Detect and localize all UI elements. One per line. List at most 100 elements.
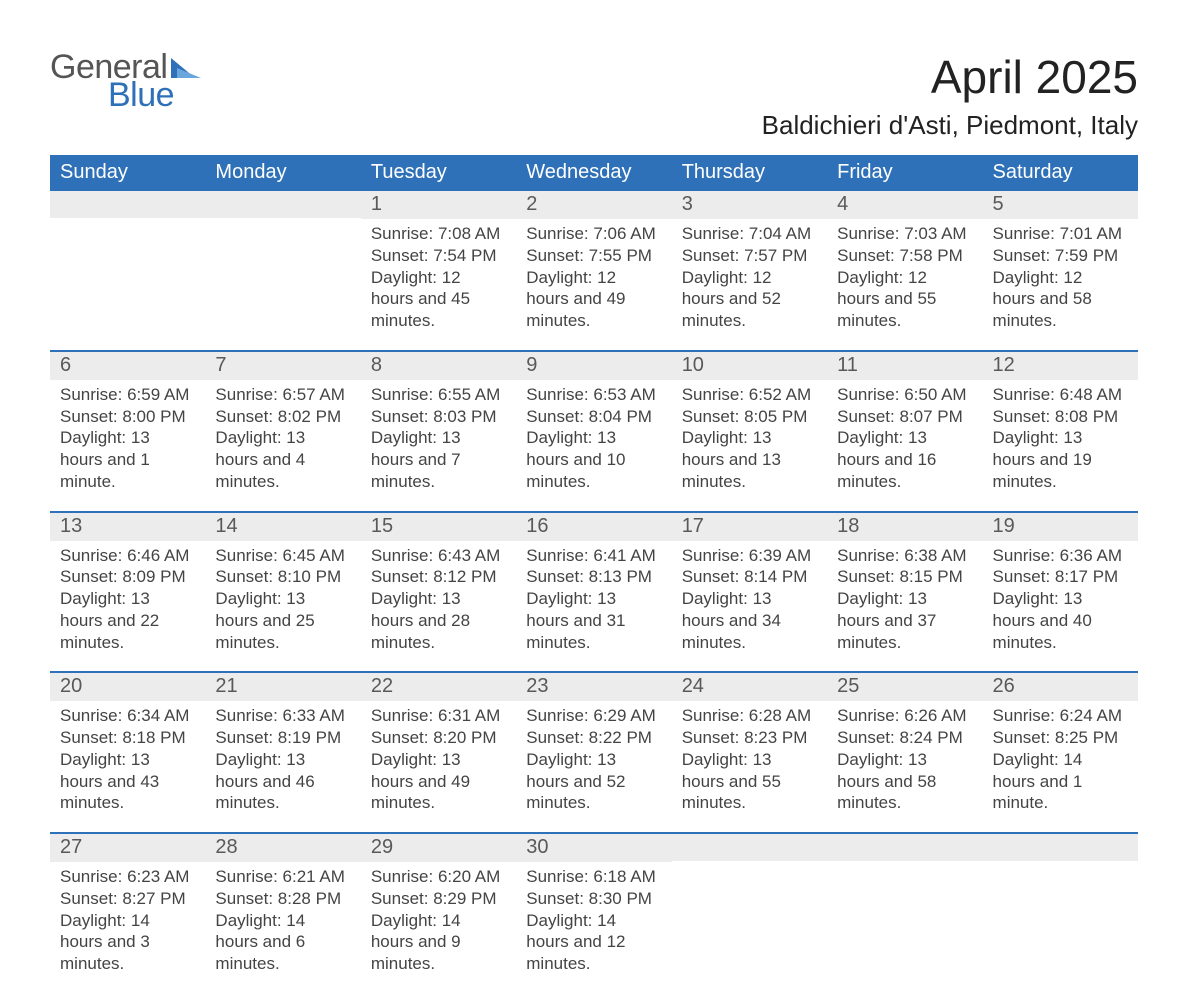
- sunset-label: Sunset:: [682, 407, 744, 426]
- day-number: 12: [983, 352, 1138, 380]
- daylight-label: Daylight:: [993, 428, 1064, 447]
- daylight-line: Daylight: 13 hours and 55 minutes.: [682, 749, 817, 814]
- sunrise-line: Sunrise: 6:53 AM: [526, 384, 661, 406]
- day-body: Sunrise: 6:26 AMSunset: 8:24 PMDaylight:…: [827, 701, 982, 814]
- sunrise-value: 6:38 AM: [904, 546, 966, 565]
- sunrise-value: 6:55 AM: [438, 385, 500, 404]
- day-body: Sunrise: 6:55 AMSunset: 8:03 PMDaylight:…: [361, 380, 516, 493]
- day-number: 5: [983, 191, 1138, 219]
- calendar-day: 8Sunrise: 6:55 AMSunset: 8:03 PMDaylight…: [361, 352, 516, 511]
- day-number: 20: [50, 673, 205, 701]
- sunset-line: Sunset: 8:05 PM: [682, 406, 817, 428]
- day-number: [205, 191, 360, 218]
- calendar-day: 24Sunrise: 6:28 AMSunset: 8:23 PMDayligh…: [672, 673, 827, 832]
- sunset-value: 8:18 PM: [122, 728, 185, 747]
- day-number: 22: [361, 673, 516, 701]
- sunset-value: 8:22 PM: [589, 728, 652, 747]
- daylight-line: Daylight: 12 hours and 58 minutes.: [993, 267, 1128, 332]
- sunset-line: Sunset: 8:24 PM: [837, 727, 972, 749]
- sunrise-line: Sunrise: 6:36 AM: [993, 545, 1128, 567]
- calendar-week: 6Sunrise: 6:59 AMSunset: 8:00 PMDaylight…: [50, 350, 1138, 511]
- sunset-value: 7:57 PM: [744, 246, 807, 265]
- sunrise-label: Sunrise:: [526, 224, 593, 243]
- daylight-label: Daylight:: [526, 911, 597, 930]
- daylight-label: Daylight:: [837, 268, 908, 287]
- sunrise-line: Sunrise: 6:29 AM: [526, 705, 661, 727]
- sunset-label: Sunset:: [526, 407, 588, 426]
- sunrise-line: Sunrise: 6:55 AM: [371, 384, 506, 406]
- daylight-label: Daylight:: [837, 589, 908, 608]
- day-number: 30: [516, 834, 671, 862]
- sunrise-label: Sunrise:: [993, 385, 1060, 404]
- sunset-label: Sunset:: [60, 889, 122, 908]
- day-number: 26: [983, 673, 1138, 701]
- sunrise-line: Sunrise: 6:39 AM: [682, 545, 817, 567]
- sunset-value: 8:09 PM: [122, 567, 185, 586]
- sunrise-line: Sunrise: 6:45 AM: [215, 545, 350, 567]
- sunset-label: Sunset:: [993, 728, 1055, 747]
- day-header: Thursday: [672, 155, 827, 191]
- day-body: Sunrise: 6:28 AMSunset: 8:23 PMDaylight:…: [672, 701, 827, 814]
- sunset-line: Sunset: 7:59 PM: [993, 245, 1128, 267]
- day-number: 21: [205, 673, 360, 701]
- sunset-value: 7:54 PM: [433, 246, 496, 265]
- brand-word-2: Blue: [108, 78, 201, 112]
- sunrise-line: Sunrise: 6:43 AM: [371, 545, 506, 567]
- sunrise-label: Sunrise:: [371, 224, 438, 243]
- sunrise-line: Sunrise: 7:03 AM: [837, 223, 972, 245]
- daylight-label: Daylight:: [526, 750, 597, 769]
- day-number: 11: [827, 352, 982, 380]
- sunset-label: Sunset:: [526, 246, 588, 265]
- sunset-label: Sunset:: [682, 246, 744, 265]
- calendar-day: 29Sunrise: 6:20 AMSunset: 8:29 PMDayligh…: [361, 834, 516, 993]
- calendar-day: 30Sunrise: 6:18 AMSunset: 8:30 PMDayligh…: [516, 834, 671, 993]
- day-body: Sunrise: 6:21 AMSunset: 8:28 PMDaylight:…: [205, 862, 360, 975]
- sunrise-line: Sunrise: 6:33 AM: [215, 705, 350, 727]
- sunset-line: Sunset: 8:20 PM: [371, 727, 506, 749]
- daylight-label: Daylight:: [371, 268, 442, 287]
- sunrise-line: Sunrise: 6:28 AM: [682, 705, 817, 727]
- sunset-label: Sunset:: [371, 567, 433, 586]
- sunset-line: Sunset: 8:04 PM: [526, 406, 661, 428]
- sunset-line: Sunset: 8:10 PM: [215, 566, 350, 588]
- sunset-label: Sunset:: [215, 889, 277, 908]
- calendar-day: [672, 834, 827, 993]
- sunset-label: Sunset:: [60, 728, 122, 747]
- sunset-value: 8:00 PM: [122, 407, 185, 426]
- calendar-day: 7Sunrise: 6:57 AMSunset: 8:02 PMDaylight…: [205, 352, 360, 511]
- sunset-line: Sunset: 8:15 PM: [837, 566, 972, 588]
- sunrise-value: 6:20 AM: [438, 867, 500, 886]
- day-number: [50, 191, 205, 218]
- day-number: 9: [516, 352, 671, 380]
- daylight-line: Daylight: 12 hours and 45 minutes.: [371, 267, 506, 332]
- sunrise-label: Sunrise:: [215, 867, 282, 886]
- calendar-week: 20Sunrise: 6:34 AMSunset: 8:18 PMDayligh…: [50, 671, 1138, 832]
- sunrise-value: 6:31 AM: [438, 706, 500, 725]
- calendar: SundayMondayTuesdayWednesdayThursdayFrid…: [50, 155, 1138, 993]
- sunset-line: Sunset: 8:03 PM: [371, 406, 506, 428]
- sunrise-label: Sunrise:: [993, 706, 1060, 725]
- sunrise-line: Sunrise: 7:01 AM: [993, 223, 1128, 245]
- sunrise-value: 6:46 AM: [127, 546, 189, 565]
- sunrise-label: Sunrise:: [60, 706, 127, 725]
- day-number: 19: [983, 513, 1138, 541]
- sunset-line: Sunset: 8:17 PM: [993, 566, 1128, 588]
- day-body: Sunrise: 6:34 AMSunset: 8:18 PMDaylight:…: [50, 701, 205, 814]
- sunrise-line: Sunrise: 6:31 AM: [371, 705, 506, 727]
- sunset-value: 7:59 PM: [1055, 246, 1118, 265]
- day-number: 16: [516, 513, 671, 541]
- day-number: 17: [672, 513, 827, 541]
- daylight-line: Daylight: 13 hours and 22 minutes.: [60, 588, 195, 653]
- sunrise-value: 7:03 AM: [904, 224, 966, 243]
- daylight-line: Daylight: 13 hours and 43 minutes.: [60, 749, 195, 814]
- sunset-line: Sunset: 7:54 PM: [371, 245, 506, 267]
- sunrise-label: Sunrise:: [837, 706, 904, 725]
- calendar-day: [50, 191, 205, 350]
- daylight-line: Daylight: 13 hours and 52 minutes.: [526, 749, 661, 814]
- sunrise-value: 6:50 AM: [904, 385, 966, 404]
- month-title: April 2025: [762, 50, 1138, 104]
- sunrise-line: Sunrise: 6:21 AM: [215, 866, 350, 888]
- sunset-label: Sunset:: [682, 567, 744, 586]
- calendar-day: 27Sunrise: 6:23 AMSunset: 8:27 PMDayligh…: [50, 834, 205, 993]
- calendar-day: 20Sunrise: 6:34 AMSunset: 8:18 PMDayligh…: [50, 673, 205, 832]
